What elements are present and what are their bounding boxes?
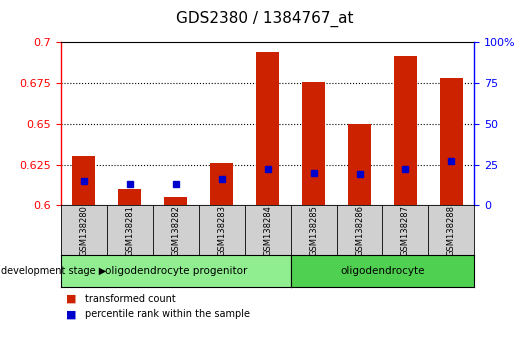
Bar — [73, 156, 95, 205]
Bar — [256, 52, 279, 205]
Text: GSM138287: GSM138287 — [401, 205, 410, 256]
Bar — [210, 163, 233, 205]
Text: GSM138285: GSM138285 — [309, 205, 318, 256]
Text: ■: ■ — [66, 294, 77, 304]
Text: GSM138281: GSM138281 — [126, 205, 134, 256]
Text: GDS2380 / 1384767_at: GDS2380 / 1384767_at — [176, 11, 354, 27]
Bar — [440, 78, 463, 205]
Text: ■: ■ — [66, 309, 77, 319]
Bar — [302, 81, 325, 205]
Bar — [118, 189, 142, 205]
Text: development stage ▶: development stage ▶ — [1, 266, 107, 276]
Text: oligodendrocyte: oligodendrocyte — [340, 266, 425, 276]
Text: transformed count: transformed count — [85, 294, 175, 304]
Text: oligodendrocyte progenitor: oligodendrocyte progenitor — [104, 266, 247, 276]
Text: GSM138284: GSM138284 — [263, 205, 272, 256]
Bar — [348, 124, 371, 205]
Text: percentile rank within the sample: percentile rank within the sample — [85, 309, 250, 319]
Bar — [394, 56, 417, 205]
Text: GSM138282: GSM138282 — [171, 205, 180, 256]
Bar — [164, 197, 187, 205]
Text: GSM138280: GSM138280 — [80, 205, 89, 256]
Text: GSM138286: GSM138286 — [355, 205, 364, 256]
Text: GSM138283: GSM138283 — [217, 205, 226, 256]
Text: GSM138288: GSM138288 — [447, 205, 456, 256]
